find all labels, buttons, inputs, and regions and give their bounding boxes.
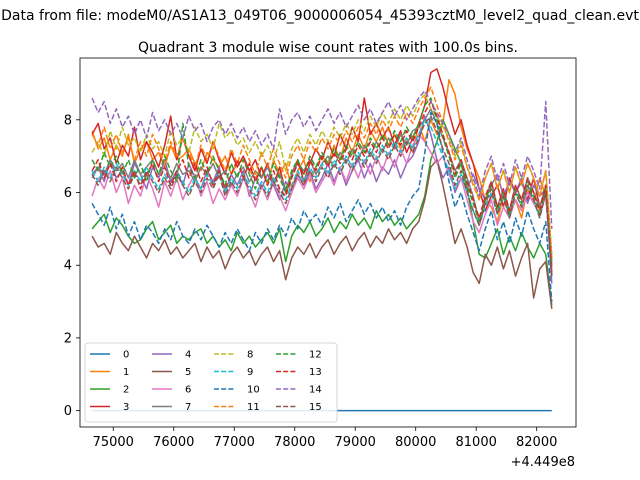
legend-label-15: 15 xyxy=(309,402,322,413)
series-line-14 xyxy=(91,89,553,229)
legend-label-0: 0 xyxy=(123,350,129,361)
series-line-10 xyxy=(91,111,553,302)
series-line-12 xyxy=(91,97,553,269)
x-tick-label: 79000 xyxy=(335,435,376,450)
axes-title: Quadrant 3 module wise count rates with … xyxy=(138,40,518,56)
legend-label-12: 12 xyxy=(309,350,322,361)
x-tick-label: 76000 xyxy=(153,435,194,450)
legend-label-6: 6 xyxy=(185,385,191,396)
y-tick-label: 2 xyxy=(64,331,72,346)
x-tick-label: 75000 xyxy=(93,435,134,450)
legend-label-11: 11 xyxy=(247,402,260,413)
x-tick-label: 80000 xyxy=(395,435,436,450)
legend-label-8: 8 xyxy=(247,350,253,361)
x-tick-label: 82000 xyxy=(516,435,557,450)
series-line-6 xyxy=(91,133,553,269)
series-line-3 xyxy=(91,68,553,277)
legend-box xyxy=(84,342,338,423)
axes-frame xyxy=(79,57,577,428)
series-line-15 xyxy=(91,115,553,277)
legend-label-4: 4 xyxy=(185,350,191,361)
legend-label-1: 1 xyxy=(123,367,129,378)
legend-label-10: 10 xyxy=(247,385,260,396)
legend-label-14: 14 xyxy=(309,385,322,396)
plot-area xyxy=(79,57,577,428)
x-tick-label: 81000 xyxy=(456,435,497,450)
series-line-8 xyxy=(91,93,553,255)
y-tick-label: 8 xyxy=(64,113,72,128)
axis-ticks: 75000 76000 77000 78000 79000 80000 81000 82000… xyxy=(64,113,558,450)
y-tick-label: 6 xyxy=(64,186,72,201)
series-lines xyxy=(91,68,553,412)
series-line-2 xyxy=(91,119,553,306)
series-line-13 xyxy=(91,100,553,273)
legend-label-2: 2 xyxy=(123,385,129,396)
series-line-11 xyxy=(91,86,553,259)
x-offset-label: +4.449e8 xyxy=(511,455,575,470)
y-tick-label: 0 xyxy=(64,404,72,419)
legend-label-13: 13 xyxy=(309,367,322,378)
legend-label-7: 7 xyxy=(185,402,191,413)
legend-label-3: 3 xyxy=(123,402,129,413)
y-tick-label: 4 xyxy=(64,259,72,274)
series-line-5 xyxy=(91,159,553,309)
figure-suptitle: Data from file: modeM0/AS1A13_049T06_900… xyxy=(1,8,639,24)
x-tick-label: 78000 xyxy=(274,435,315,450)
legend-label-5: 5 xyxy=(185,367,191,378)
x-tick-label: 77000 xyxy=(214,435,255,450)
legend-label-9: 9 xyxy=(247,367,253,378)
